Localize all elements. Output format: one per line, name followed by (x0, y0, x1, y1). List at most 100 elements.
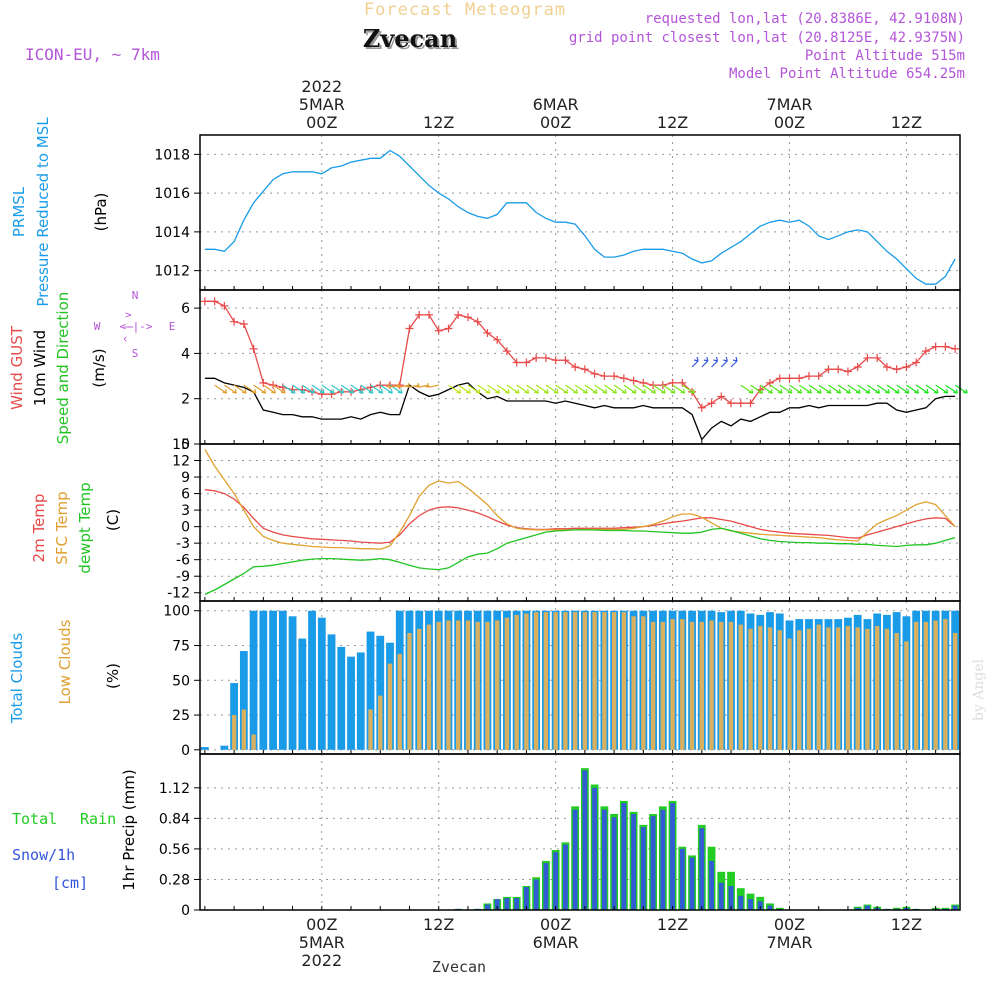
wind-arrow (545, 384, 559, 394)
footer-location: Zvecan (432, 958, 486, 976)
wind-arrowhead (485, 388, 491, 394)
wind-arrowhead (641, 388, 647, 394)
low-cloud-bar (378, 695, 383, 750)
wind-arrow (623, 384, 637, 394)
gust-marker (902, 363, 911, 371)
pressure-unit: (hPa) (92, 193, 110, 232)
snow-bar (709, 860, 714, 910)
wind-arrow (925, 384, 939, 394)
wind-arrowhead (924, 388, 929, 394)
wind-arrow (584, 384, 598, 394)
wind-arrowhead (846, 388, 851, 394)
wind-arrow (214, 384, 227, 394)
snow-bar (640, 827, 646, 910)
gust-marker (951, 344, 960, 353)
gust-marker (220, 301, 229, 310)
low-cloud-bar (758, 626, 763, 750)
compass-e: E (169, 320, 176, 333)
wind-arrowhead (933, 388, 939, 394)
gust-marker (717, 392, 726, 401)
wind-arrow (506, 384, 520, 394)
low-cloud-bar (611, 612, 617, 750)
wind-arrow (301, 384, 315, 394)
wind-arrow (516, 384, 529, 394)
total-cloud-bar (269, 610, 277, 750)
y-tick-label: 0 (181, 743, 190, 759)
gust-marker (405, 324, 414, 333)
y-tick-label: 15 (172, 437, 190, 453)
snow-bar (748, 899, 753, 910)
wind-arrow (574, 384, 588, 394)
wind-label-1: Wind GUST (8, 325, 26, 410)
low-cloud-bar (797, 630, 802, 750)
panel-frame (199, 289, 961, 445)
low-cloud-bar (553, 612, 558, 750)
wind-arrowhead (456, 388, 462, 394)
wind-arrow (594, 384, 607, 394)
wind-arrow (224, 384, 237, 394)
snow-bar (855, 907, 861, 910)
compass-n: N (132, 289, 139, 302)
wind-arrow (448, 384, 461, 394)
total-cloud-bar (356, 652, 365, 750)
wind-arrow (399, 384, 410, 388)
wind-arrow (740, 384, 754, 394)
wind-arrowhead (807, 388, 812, 394)
wind-arrow (418, 384, 430, 388)
gust-marker (619, 374, 628, 383)
panel-1: 1012 1014 1016 1018 (154, 134, 961, 291)
gust-marker (863, 353, 872, 362)
low-cloud-bar (865, 628, 870, 750)
wind-arrowhead (339, 388, 345, 394)
snow-bar (738, 895, 744, 910)
wind-arrowhead (280, 388, 286, 394)
wind-arrow (720, 360, 728, 368)
pressure-label-1: PRMSL (10, 186, 28, 237)
y-tick-label: 25 (172, 708, 190, 724)
gust-marker (512, 358, 521, 367)
y-tick-label: 0.56 (159, 842, 190, 858)
total-cloud-bar (259, 610, 268, 750)
snow-bar (494, 899, 500, 910)
gust-marker (775, 374, 784, 383)
cloud-label-2: Low Clouds (56, 619, 74, 704)
y-tick-label: 100 (163, 604, 190, 620)
wind-arrowhead (612, 388, 617, 394)
wind-arrow (526, 384, 539, 394)
total-cloud-bar (278, 610, 287, 750)
bottom-axis-hour: 12Z (423, 915, 454, 934)
low-cloud-bar (650, 621, 656, 750)
low-cloud-bar (767, 627, 773, 750)
total-cloud-bar (308, 610, 316, 750)
low-cloud-bar (368, 709, 373, 750)
y-tick-label: 0 (181, 903, 190, 919)
low-cloud-bar (397, 653, 402, 750)
wind-arrowhead (466, 388, 471, 394)
wind-arrowhead (670, 388, 676, 394)
snow-bar (767, 905, 773, 910)
panel-5: 0 0.28 0.56 0.84 1.12 (159, 753, 961, 919)
gust-marker (415, 310, 424, 319)
wind-arrow (331, 384, 344, 394)
pressure-label-2: Pressure Reduced to MSL (34, 117, 52, 307)
wind-arrow (321, 384, 335, 394)
wind-arrow (954, 384, 968, 394)
precip-label-cm: [cm] (52, 874, 88, 892)
low-cloud-bar (738, 624, 743, 750)
rain-bar (775, 907, 784, 910)
gust-marker (853, 363, 862, 371)
wind-arrow (370, 384, 383, 394)
low-cloud-bar (563, 612, 568, 750)
low-cloud-bar (904, 641, 909, 750)
gust-marker (571, 363, 580, 371)
total-cloud-bar (376, 635, 385, 750)
gust-marker (210, 297, 219, 306)
y-tick-label: 1014 (154, 225, 190, 241)
wind-arrow (389, 384, 400, 388)
low-cloud-bar (231, 715, 237, 750)
low-cloud-bar (836, 627, 841, 750)
compass-ns: ^ | v (123, 312, 134, 342)
low-cloud-bar (621, 612, 627, 750)
wind-arrowhead (732, 356, 738, 362)
